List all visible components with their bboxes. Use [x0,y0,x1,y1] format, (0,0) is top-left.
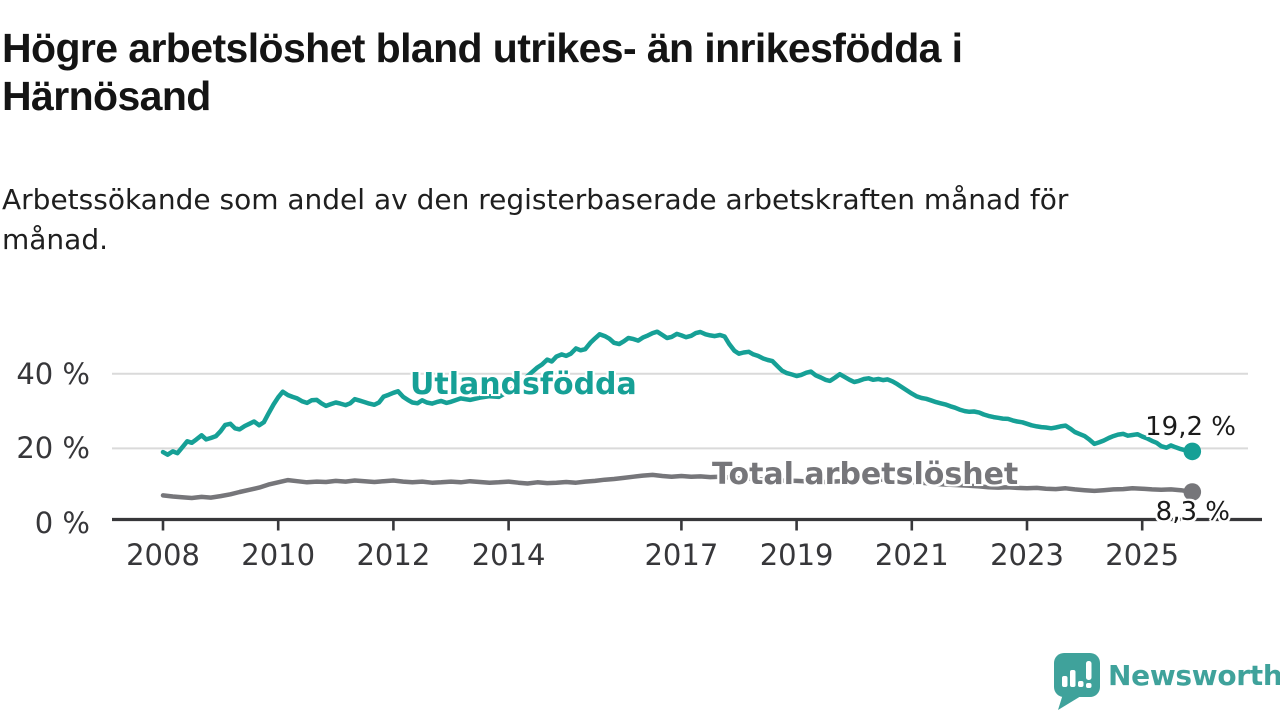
newsworthy-icon [1054,653,1100,710]
series-label-total-arbetsloshet: Total arbetslöshet [712,457,1019,492]
chart-subtitle: Arbetssökande som andel av den registerb… [2,180,1232,260]
end-value-label-total: 8,3 % [1155,497,1230,527]
x-axis-label-2023: 2023 [990,538,1064,572]
x-axis-label-2025: 2025 [1105,538,1180,572]
x-axis-label-2014: 2014 [471,538,546,572]
series-end-dot-total [1183,483,1202,501]
brand-name: Newsworthy [1108,659,1280,692]
chart-subtitle-line1: Arbetssökande som andel av den registerb… [2,183,1069,216]
x-axis-label-2012: 2012 [356,538,431,572]
end-value-label-utlandsfodda: 19,2 % [1145,412,1236,442]
y-axis-label-20: 20 % [16,431,90,466]
chart-title: Högre arbetslöshet bland utrikes- än inr… [2,24,1122,120]
series-label-utlandsfodda: Utlandsfödda [410,367,637,402]
x-axis-label-2010: 2010 [241,538,316,572]
brand-logo: Newsworthy [1050,650,1280,714]
series-end-dot-utlandsfodda [1183,442,1202,461]
y-axis-label-0: 0 % [34,506,90,540]
y-axis-label-40: 40 % [16,356,90,391]
chart-title-line2: Härnösand [2,73,211,119]
x-axis-label-2019: 2019 [759,538,834,572]
chart-title-line1: Högre arbetslöshet bland utrikes- än inr… [2,25,963,71]
x-axis-label-2008: 2008 [126,538,200,572]
x-axis-label-2017: 2017 [644,538,719,572]
chart-subtitle-line2: månad. [2,223,109,256]
series-line-total [160,472,1195,501]
series-line-utlandsfodda [160,329,1195,457]
x-axis-label-2021: 2021 [874,538,949,572]
